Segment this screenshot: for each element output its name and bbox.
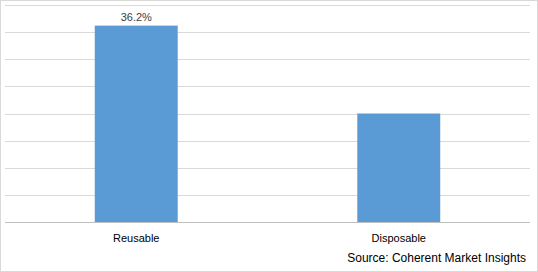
grid-line — [5, 86, 530, 87]
x-tick-label: Disposable — [372, 232, 426, 244]
grid — [5, 6, 530, 223]
x-tick-label: Reusable — [113, 232, 159, 244]
grid-line — [5, 114, 530, 115]
bar — [357, 114, 440, 223]
grid-line — [5, 195, 530, 196]
grid-line — [5, 5, 530, 6]
data-label: 36.2% — [121, 11, 152, 23]
chart: 36.2% Reusable Disposable Source: Coherent … — [0, 0, 538, 272]
x-axis-line — [5, 222, 530, 223]
grid-line — [5, 141, 530, 142]
grid-line — [5, 168, 530, 169]
bar — [95, 26, 178, 222]
grid-line — [5, 59, 530, 60]
chart-frame — [1, 1, 538, 272]
source-note: Source: Coherent Market Insights — [347, 251, 526, 265]
grid-line — [5, 32, 530, 33]
bars — [95, 26, 440, 222]
